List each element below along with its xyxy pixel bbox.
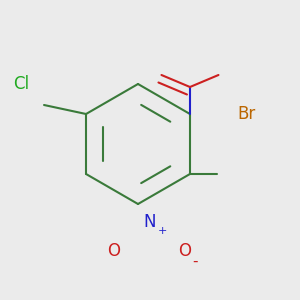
Text: O: O xyxy=(178,242,191,260)
Text: N: N xyxy=(144,213,156,231)
Text: O: O xyxy=(107,242,120,260)
Text: Cl: Cl xyxy=(13,75,29,93)
Text: -: - xyxy=(192,254,197,268)
Text: +: + xyxy=(158,226,167,236)
Text: Br: Br xyxy=(237,105,255,123)
